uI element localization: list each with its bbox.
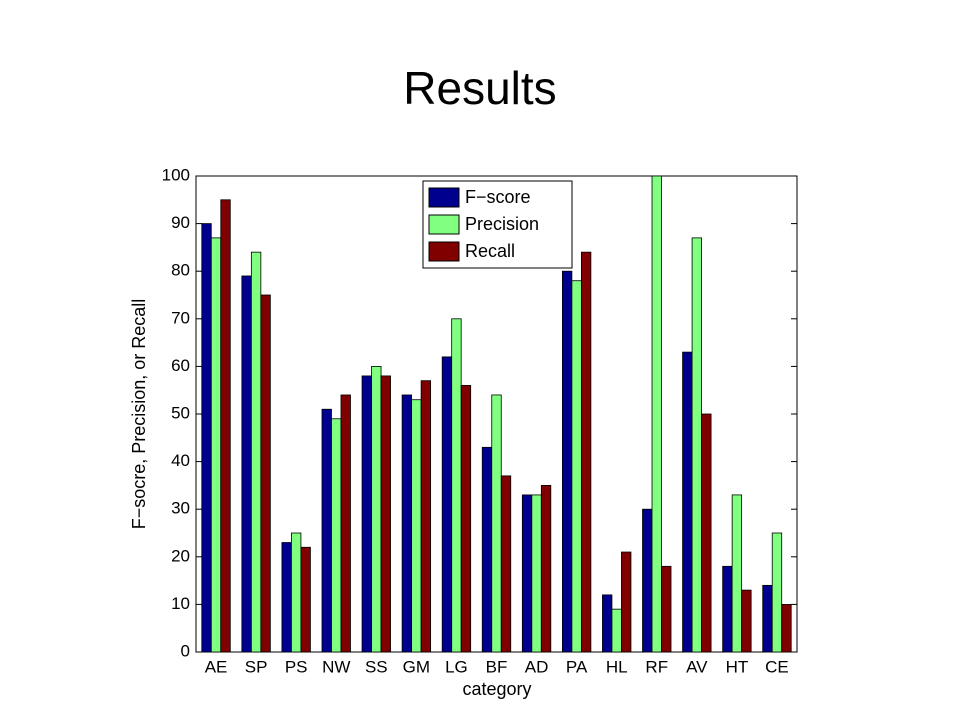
bar (250, 251, 262, 653)
bar (220, 199, 231, 653)
x-tick-label: PS (285, 657, 308, 676)
x-tick-label: SP (245, 657, 268, 676)
bar (371, 365, 382, 653)
legend-swatch (428, 187, 460, 208)
y-tick-label: 90 (171, 213, 190, 232)
bar (380, 375, 391, 653)
chart-title: Results (403, 62, 556, 114)
bar (291, 532, 302, 653)
bar (611, 608, 622, 653)
bar (491, 394, 502, 653)
bar (561, 270, 573, 653)
bar (682, 351, 693, 653)
bar (411, 399, 422, 653)
bar (331, 418, 342, 653)
x-tick-label: NW (322, 657, 350, 676)
bar (241, 275, 252, 653)
bar (722, 565, 733, 653)
bar (481, 446, 493, 653)
x-tick-label: GM (403, 657, 430, 676)
y-tick-label: 20 (171, 546, 190, 565)
x-tick-label: HL (606, 657, 628, 676)
y-tick-label: 40 (171, 451, 190, 470)
legend-label: Precision (465, 214, 539, 234)
bar (281, 542, 292, 653)
bar (602, 594, 613, 653)
x-tick-label: CE (765, 657, 789, 676)
bar (771, 532, 783, 653)
bar (521, 494, 533, 653)
bar (500, 475, 512, 653)
bar (420, 380, 432, 653)
bar (762, 584, 773, 653)
x-tick-label: BF (486, 657, 508, 676)
y-tick-label: 60 (171, 356, 190, 375)
y-axis-label: F−socre, Precision, or Recall (129, 299, 149, 530)
bar (441, 356, 453, 653)
bar (571, 280, 582, 653)
bar (701, 413, 712, 653)
bar (580, 251, 592, 653)
y-tick-label: 30 (171, 499, 190, 518)
bar (651, 175, 662, 653)
legend-label: F−score (465, 187, 531, 207)
x-axis-label: category (462, 679, 531, 699)
bar (741, 589, 752, 653)
y-tick-label: 10 (171, 594, 190, 613)
bar (210, 237, 222, 653)
y-tick-label: 70 (171, 308, 190, 327)
bar (340, 394, 351, 653)
bar (621, 551, 632, 653)
x-tick-label: PA (566, 657, 588, 676)
bar (300, 546, 311, 653)
legend-swatch (428, 241, 460, 262)
y-tick-label: 50 (171, 403, 190, 422)
bar (201, 223, 212, 653)
bar (460, 385, 472, 653)
x-tick-label: SS (365, 657, 388, 676)
bar (361, 375, 372, 653)
bar (531, 494, 542, 653)
x-tick-label: HT (726, 657, 749, 676)
bar (401, 394, 413, 653)
bar (781, 604, 792, 653)
y-tick-label: 100 (162, 165, 190, 184)
bar (451, 318, 462, 653)
x-tick-label: LG (445, 657, 468, 676)
bar (540, 484, 552, 653)
x-tick-label: AV (686, 657, 708, 676)
x-tick-label: AE (205, 657, 228, 676)
bar (260, 294, 271, 653)
bar (321, 408, 332, 653)
legend-swatch (428, 214, 460, 235)
bar (642, 508, 653, 653)
bar (661, 565, 672, 653)
bar (731, 494, 743, 653)
x-tick-label: AD (525, 657, 549, 676)
legend-label: Recall (465, 241, 515, 261)
y-tick-label: 80 (171, 261, 190, 280)
y-tick-label: 0 (181, 641, 190, 660)
x-tick-label: RF (645, 657, 668, 676)
bar (691, 237, 702, 653)
